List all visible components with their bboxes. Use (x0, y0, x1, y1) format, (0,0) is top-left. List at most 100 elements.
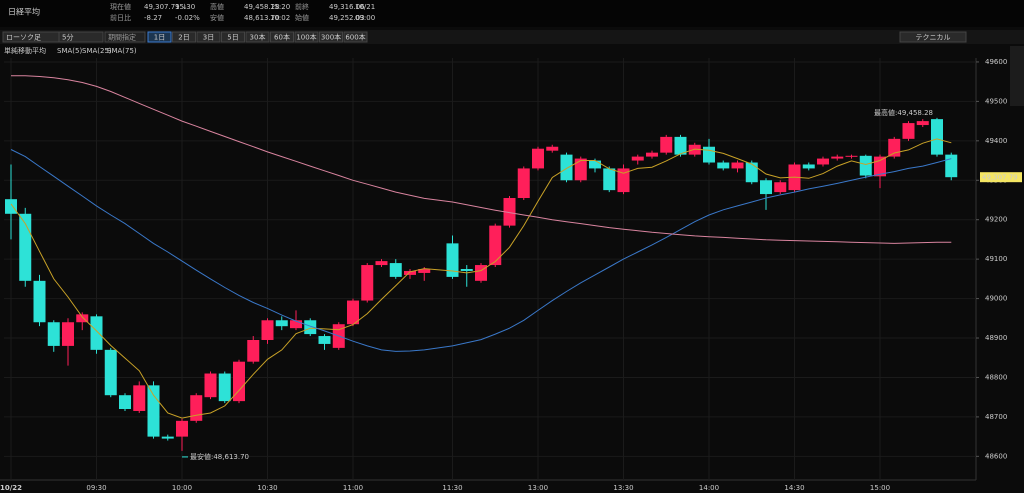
range-label: 30本 (250, 33, 266, 42)
candle-body (717, 162, 730, 169)
last-price-label: 49,307.79 (982, 174, 1018, 182)
quote-extra: 09:00 (355, 14, 375, 22)
candle-body (902, 123, 915, 139)
candle-body (76, 314, 89, 323)
candle-body (304, 320, 317, 335)
quote-value: 48,613.70 (244, 14, 280, 22)
candle-body (831, 156, 844, 159)
x-tick-label: 10/22 (0, 484, 22, 492)
candle-body (5, 199, 17, 214)
candle-body (817, 158, 829, 165)
quote-extra: 15:20 (270, 3, 290, 11)
range-label: 2日 (178, 34, 189, 42)
candle-body (404, 270, 416, 275)
range-button[interactable] (172, 31, 196, 43)
candle-body (233, 361, 245, 402)
range-button[interactable] (196, 31, 221, 43)
candle-body (261, 320, 274, 340)
candle-body (290, 320, 302, 329)
range-label: 1日 (154, 34, 165, 42)
candle-body (90, 316, 103, 350)
y-tick-label: 48800 (985, 373, 1007, 381)
candle-body (603, 168, 616, 191)
side-tools[interactable] (1010, 46, 1024, 106)
candle-body (418, 269, 431, 273)
sma-line (10, 138, 952, 419)
legend-title: 単純移動平均 (4, 46, 46, 55)
range-button[interactable] (294, 31, 319, 43)
low-annotation: 最安値:48,613.70 (190, 452, 249, 461)
candle-body (275, 320, 288, 327)
candle-body (446, 243, 459, 277)
candle-body (802, 164, 815, 169)
range-button[interactable] (221, 31, 245, 43)
quote-extra: 10/21 (355, 3, 375, 11)
candle-body (731, 162, 744, 169)
y-tick-label: 48900 (985, 334, 1007, 342)
candle-body (617, 168, 630, 193)
candle-body (460, 269, 473, 271)
candle-body (147, 385, 160, 437)
symbol-title: 日経平均 (8, 7, 40, 17)
candle-body (560, 154, 573, 181)
y-tick-label: 48700 (985, 413, 1007, 421)
y-tick-label: 49100 (985, 255, 1007, 263)
quote-value: 49,316.06 (329, 3, 365, 11)
candle-body (688, 144, 701, 155)
period-select[interactable] (104, 31, 146, 43)
y-tick-label: 49200 (985, 216, 1007, 224)
sma-line (10, 149, 952, 352)
candle-body (204, 373, 217, 398)
range-label: 60本 (274, 33, 290, 42)
candle-body (347, 300, 359, 325)
range-button[interactable] (319, 31, 343, 43)
candle-body (218, 373, 231, 402)
sma-line (11, 75, 952, 244)
candle-body (703, 146, 715, 163)
candle-body (845, 155, 858, 157)
candle-body (19, 213, 32, 281)
candle-body (631, 156, 644, 161)
candle-body (760, 180, 772, 195)
technical-button[interactable] (899, 31, 967, 43)
candle-body (517, 168, 530, 199)
candle-body (119, 395, 131, 410)
last-price-tag (980, 172, 1022, 183)
candle-body (503, 198, 516, 226)
quote-value: 49,252.03 (329, 14, 365, 22)
range-button[interactable] (245, 31, 270, 43)
header-bar (0, 0, 1024, 27)
range-button[interactable] (270, 31, 294, 43)
technical: テクニカル (916, 34, 951, 42)
candle-body (389, 263, 402, 277)
candle-body (774, 182, 787, 193)
range-button[interactable] (343, 31, 368, 43)
candle-body (161, 436, 174, 439)
candle-body (945, 154, 958, 178)
y-tick-label: 49000 (985, 295, 1007, 303)
candle-body (546, 146, 559, 151)
x-tick-label: 15:00 (870, 484, 890, 492)
candle-body (931, 119, 943, 155)
range-label: 600本 (345, 33, 365, 42)
y-tick-label: 49400 (985, 137, 1007, 145)
range-button[interactable] (147, 31, 172, 43)
candle-body (190, 395, 203, 421)
candle-body (247, 339, 260, 362)
period: 期間指定 (108, 33, 136, 42)
candle-body (375, 261, 388, 266)
legend-entry: SMA(5) (57, 47, 82, 55)
interval: 5分 (62, 33, 73, 42)
quote-extra: 10:02 (270, 14, 290, 22)
x-tick-label: 11:00 (343, 484, 363, 492)
candle-body (660, 136, 673, 153)
candle-body (916, 121, 929, 126)
quote-extra: -0.02% (175, 14, 200, 22)
range-label: 5日 (227, 34, 238, 42)
candle-body (859, 155, 872, 176)
chart-kind: ローソク足 (6, 34, 41, 42)
interval-select[interactable] (58, 31, 104, 43)
